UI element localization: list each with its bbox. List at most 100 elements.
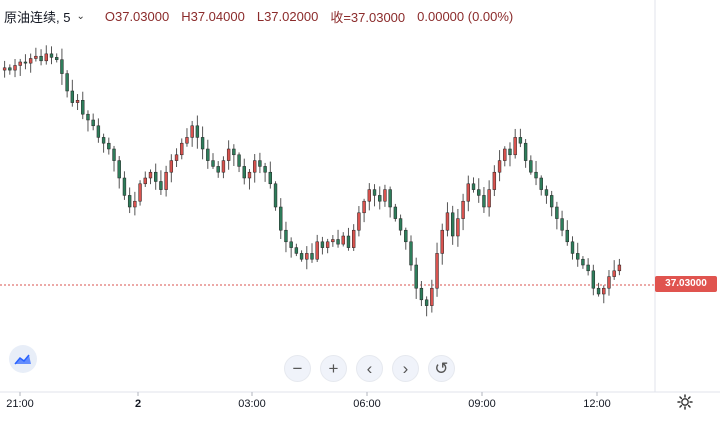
candle-body: [357, 212, 361, 231]
reset-chart-button[interactable]: ↺: [428, 355, 455, 382]
time-tick-label: 09:00: [468, 398, 496, 410]
candle-body: [393, 206, 398, 219]
low-value: L37.02000: [257, 9, 318, 24]
candle-body: [466, 183, 470, 202]
candle-body: [325, 241, 330, 248]
candle-body: [211, 160, 215, 167]
candle-body: [164, 171, 168, 190]
candle-body: [596, 287, 601, 295]
scroll-right-icon: ›: [402, 358, 409, 378]
candle-body: [253, 160, 257, 173]
candle-body: [96, 125, 101, 138]
candle-body: [65, 73, 69, 92]
candle-body: [555, 206, 559, 219]
candle-body: [18, 61, 22, 66]
candle-body: [237, 154, 241, 167]
candle-body: [55, 57, 59, 60]
candle-body: [294, 247, 299, 254]
candle-body: [185, 137, 189, 144]
zoom-out-button[interactable]: −: [284, 355, 311, 382]
candle-body: [258, 160, 262, 167]
zoom-out-icon: −: [292, 358, 303, 378]
candle-body: [456, 218, 460, 237]
last-price-badge: 37.03000: [655, 276, 717, 292]
open-value: O37.03000: [105, 9, 169, 24]
candle-body: [273, 183, 278, 208]
candle-body: [122, 177, 127, 196]
zoom-in-button[interactable]: +: [320, 355, 347, 382]
candle-body: [331, 239, 335, 243]
candle-body: [133, 200, 137, 208]
candle-body: [482, 195, 486, 208]
time-tick-label: 12:00: [583, 398, 611, 410]
candle-body: [581, 258, 585, 266]
candle-body: [216, 166, 220, 173]
candle-body: [315, 241, 319, 260]
open-label: O: [104, 8, 115, 24]
candle-body: [576, 253, 580, 260]
scroll-left-button[interactable]: ‹: [356, 355, 383, 382]
candle-body: [117, 160, 121, 179]
candle-body: [414, 264, 418, 289]
candle-body: [523, 142, 528, 161]
candle-body: [180, 142, 184, 156]
candle-body: [591, 270, 596, 289]
chart-legend: 原油连续, 5 ⌄ O37.03000 H37.04000 L37.02000 …: [4, 6, 525, 26]
candle-body: [513, 137, 517, 156]
chevron-down-icon[interactable]: ⌄: [76, 10, 85, 22]
low-label: L: [256, 8, 265, 24]
candle-body: [419, 287, 424, 301]
symbol-name[interactable]: 原油连续, 5: [4, 9, 71, 25]
candle-body: [565, 229, 569, 243]
high-number: 37.04000: [190, 8, 245, 24]
candle-body: [503, 148, 507, 161]
gear-icon[interactable]: [677, 394, 693, 410]
candle-body: [13, 65, 17, 71]
candle-body: [404, 229, 408, 243]
candle-body: [305, 253, 309, 260]
zoom-in-icon: +: [328, 358, 339, 378]
time-tick-label: 03:00: [238, 398, 266, 410]
candle-body: [107, 142, 111, 150]
candle-body: [560, 218, 564, 231]
candle-body: [570, 241, 575, 254]
candle-body: [195, 125, 200, 138]
candle-body: [148, 171, 153, 179]
candle-body: [607, 276, 611, 289]
close-value: 收=37.03000: [330, 7, 405, 26]
candle-body: [127, 195, 132, 208]
tradingview-logo-icon[interactable]: [9, 345, 37, 373]
scroll-right-button[interactable]: ›: [392, 355, 419, 382]
candle-body: [424, 299, 429, 306]
candle-body: [383, 189, 387, 202]
candle-body: [279, 206, 283, 231]
candle-body: [430, 287, 434, 306]
candle-body: [226, 148, 231, 161]
candle-body: [159, 181, 163, 190]
candle-body: [289, 241, 293, 248]
candle-body: [91, 119, 95, 127]
candle-body: [8, 67, 12, 71]
candle-body: [143, 177, 147, 185]
candle-body: [44, 53, 48, 62]
candle-body: [28, 58, 33, 64]
candle-body: [263, 166, 267, 173]
candle-body: [440, 229, 444, 254]
chart-toolbar: − + ‹ › ↺: [284, 355, 464, 382]
candle-body: [268, 171, 273, 185]
change-value: 0.00000 (0.00%): [417, 8, 514, 24]
candle-body: [320, 241, 325, 248]
candle-body: [612, 270, 616, 277]
candle-body: [310, 253, 314, 260]
candles-group: [2, 45, 622, 317]
reset-icon: ↺: [434, 358, 449, 378]
scroll-left-icon: ‹: [366, 358, 373, 378]
candle-body: [336, 239, 340, 245]
time-tick-label: 21:00: [6, 398, 34, 410]
candle-body: [112, 148, 116, 161]
candle-body: [232, 148, 236, 156]
candle-body: [86, 113, 90, 121]
candle-body: [101, 137, 106, 144]
